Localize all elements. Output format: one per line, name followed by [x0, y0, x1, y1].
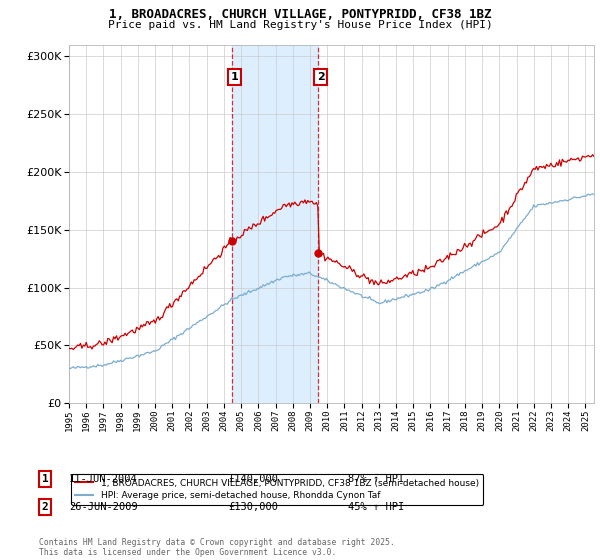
- Text: 87% ↑ HPI: 87% ↑ HPI: [348, 474, 404, 484]
- Text: 45% ↑ HPI: 45% ↑ HPI: [348, 502, 404, 512]
- Text: 26-JUN-2009: 26-JUN-2009: [69, 502, 138, 512]
- Legend: 1, BROADACRES, CHURCH VILLAGE, PONTYPRIDD, CF38 1BZ (semi-detached house), HPI: : 1, BROADACRES, CHURCH VILLAGE, PONTYPRID…: [71, 474, 484, 505]
- Text: £140,000: £140,000: [228, 474, 278, 484]
- Text: 1: 1: [230, 72, 238, 82]
- Text: Contains HM Land Registry data © Crown copyright and database right 2025.
This d: Contains HM Land Registry data © Crown c…: [39, 538, 395, 557]
- Text: 2: 2: [41, 502, 49, 512]
- Text: £130,000: £130,000: [228, 502, 278, 512]
- Text: Price paid vs. HM Land Registry's House Price Index (HPI): Price paid vs. HM Land Registry's House …: [107, 20, 493, 30]
- Text: 11-JUN-2004: 11-JUN-2004: [69, 474, 138, 484]
- Text: 1: 1: [41, 474, 49, 484]
- Text: 1, BROADACRES, CHURCH VILLAGE, PONTYPRIDD, CF38 1BZ: 1, BROADACRES, CHURCH VILLAGE, PONTYPRID…: [109, 8, 491, 21]
- Text: 2: 2: [317, 72, 325, 82]
- Bar: [232, 45, 318, 403]
